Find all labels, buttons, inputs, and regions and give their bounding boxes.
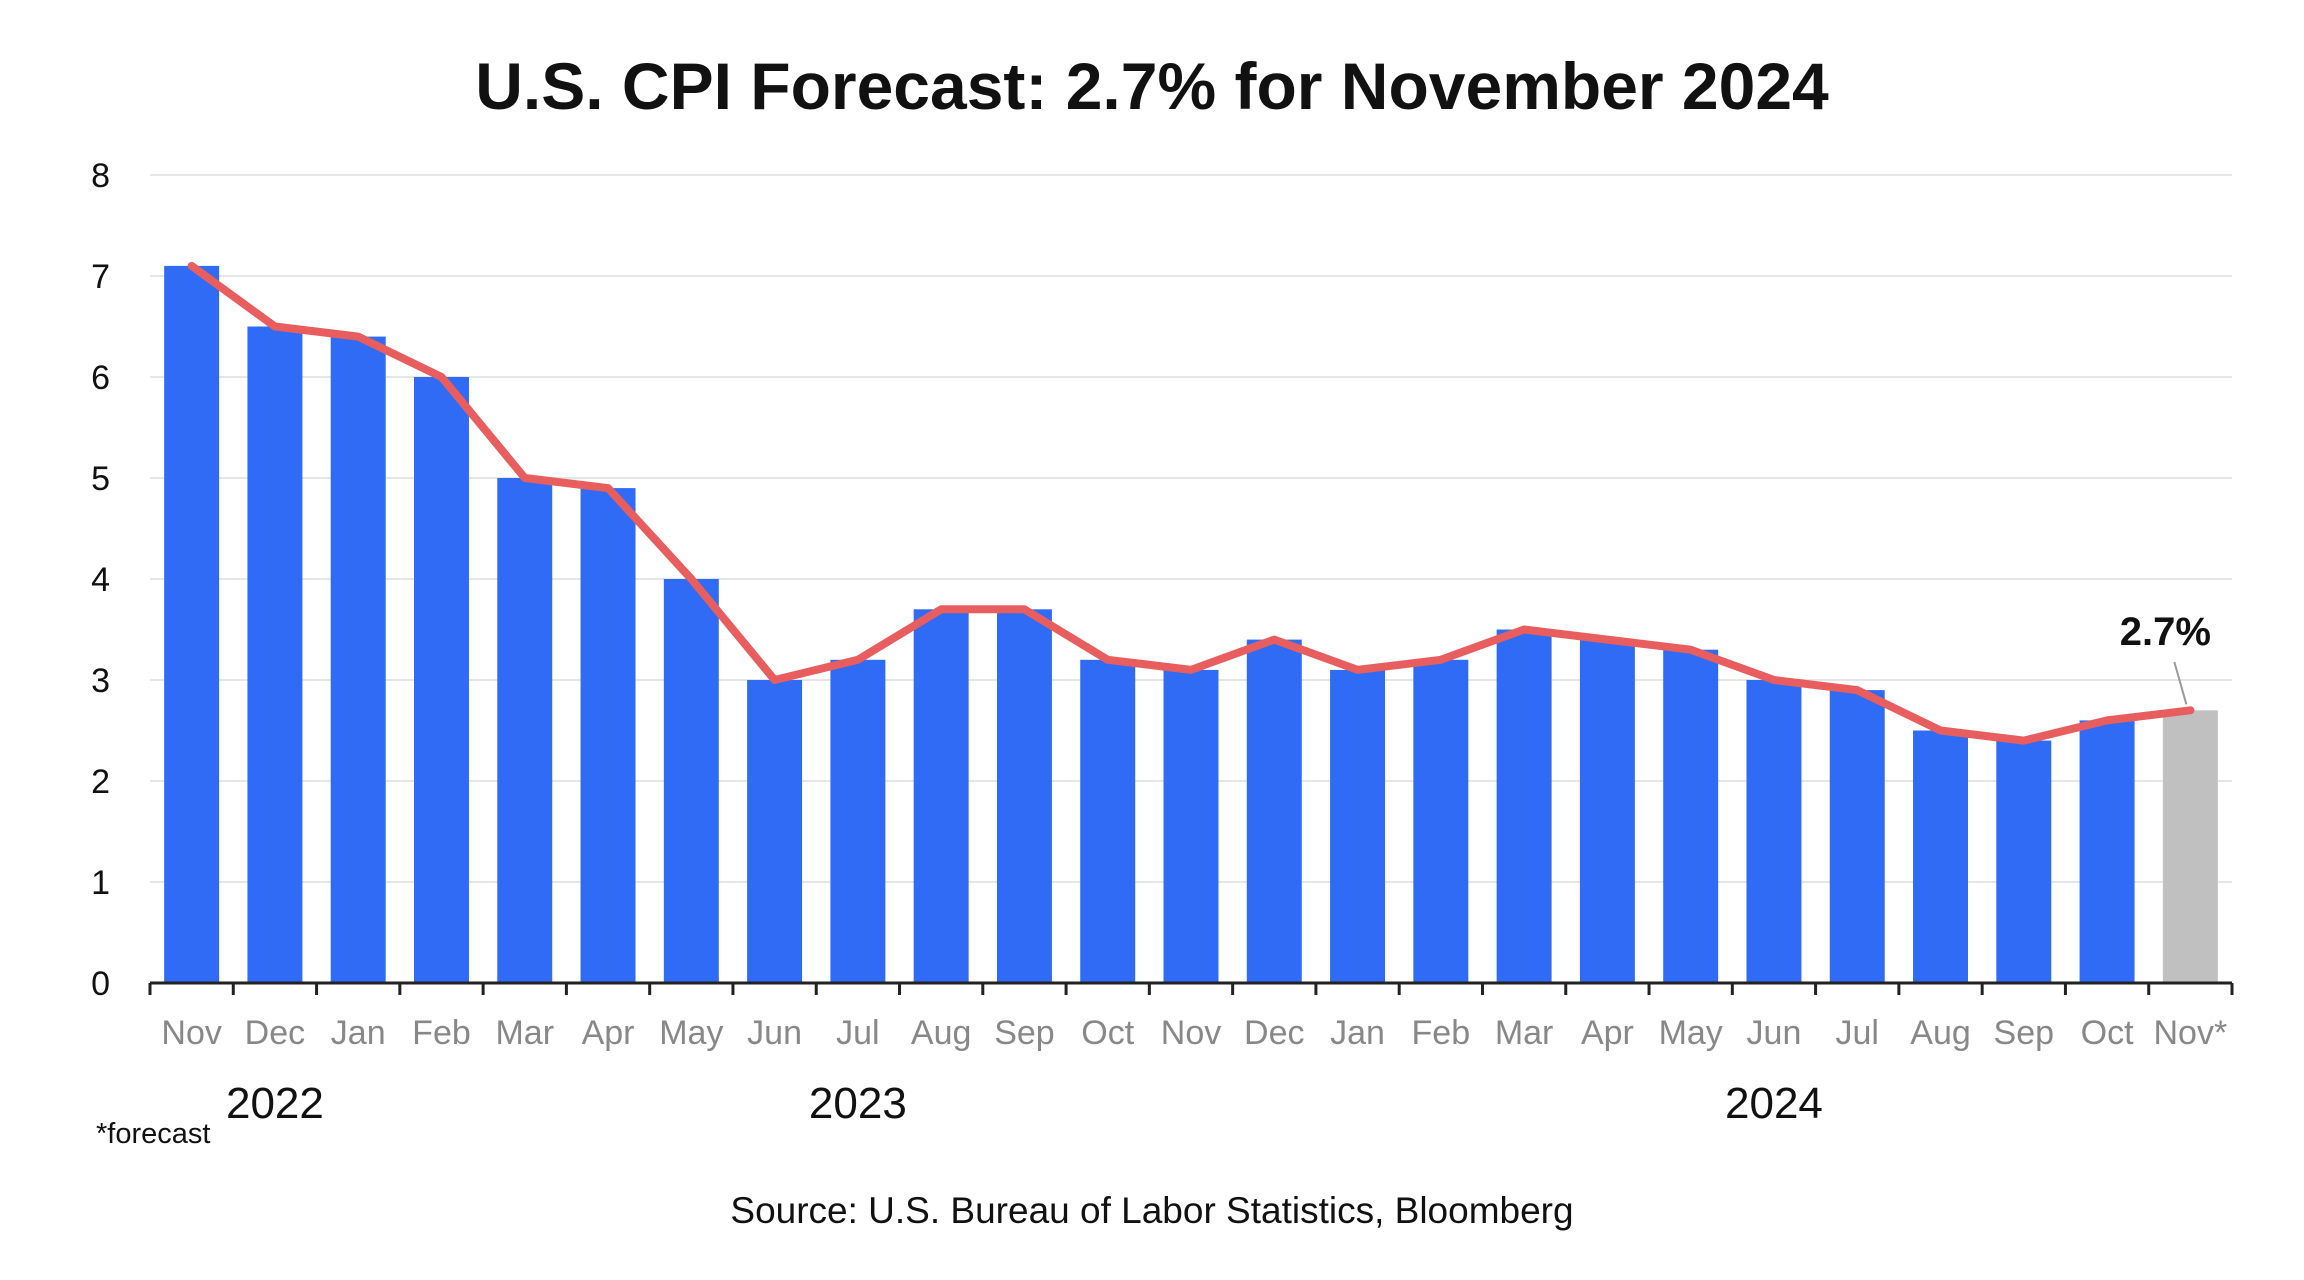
bar bbox=[996, 609, 1052, 983]
x-tick-label: Jul bbox=[1836, 1014, 1879, 1052]
y-tick-label: 1 bbox=[91, 864, 110, 902]
x-tick-label: May bbox=[1659, 1014, 1723, 1052]
bar bbox=[747, 680, 803, 983]
bar bbox=[1579, 639, 1635, 983]
bar bbox=[2079, 720, 2135, 983]
y-tick-label: 4 bbox=[91, 561, 110, 599]
x-tick-label: Nov bbox=[1161, 1014, 1221, 1052]
x-tick-label: Jul bbox=[836, 1014, 879, 1052]
x-tick-label: Oct bbox=[1081, 1014, 1134, 1052]
y-tick-label: 3 bbox=[91, 662, 110, 700]
bar bbox=[1913, 730, 1969, 983]
bar bbox=[580, 488, 636, 983]
y-tick-label: 8 bbox=[91, 157, 110, 195]
bar bbox=[247, 326, 303, 983]
year-label: 2023 bbox=[809, 1079, 907, 1128]
x-tick-label: Aug bbox=[1910, 1014, 1971, 1052]
bar bbox=[1330, 669, 1386, 983]
bar bbox=[497, 478, 553, 983]
x-tick-label: Sep bbox=[1994, 1014, 2055, 1052]
x-tick-label: Jan bbox=[331, 1014, 386, 1052]
x-tick-label: Feb bbox=[1412, 1014, 1471, 1052]
bar bbox=[830, 659, 886, 983]
x-tick-label: Feb bbox=[412, 1014, 471, 1052]
y-tick-label: 7 bbox=[91, 258, 110, 296]
x-tick-label: Dec bbox=[245, 1014, 305, 1052]
y-tick-label: 6 bbox=[91, 359, 110, 397]
annotation-leader bbox=[2173, 661, 2188, 705]
x-tick-label: Oct bbox=[2081, 1014, 2134, 1052]
bar bbox=[1413, 659, 1469, 983]
x-tick-label: Apr bbox=[1581, 1014, 1634, 1052]
x-tick-label: Nov bbox=[161, 1014, 221, 1052]
bar bbox=[1663, 649, 1719, 983]
bar bbox=[1246, 639, 1302, 983]
bar bbox=[1496, 629, 1552, 983]
y-tick-label: 5 bbox=[91, 460, 110, 498]
year-label: 2022 bbox=[226, 1079, 324, 1128]
bar bbox=[2162, 710, 2218, 983]
x-tick-label: Jan bbox=[1330, 1014, 1385, 1052]
source-note: Source: U.S. Bureau of Labor Statistics,… bbox=[730, 1190, 1574, 1231]
year-label: 2024 bbox=[1725, 1079, 1823, 1128]
x-tick-label: Apr bbox=[582, 1014, 635, 1052]
bar bbox=[164, 265, 220, 983]
bar bbox=[1080, 659, 1136, 983]
y-tick-label: 2 bbox=[91, 763, 110, 801]
x-tick-label: Jun bbox=[747, 1014, 802, 1052]
x-tick-label: Jun bbox=[1747, 1014, 1802, 1052]
x-tick-label: Sep bbox=[994, 1014, 1055, 1052]
bar bbox=[1163, 669, 1219, 983]
x-tick-label: Nov* bbox=[2154, 1014, 2228, 1052]
x-tick-label: May bbox=[659, 1014, 723, 1052]
x-tick-label: Mar bbox=[495, 1014, 554, 1052]
chart-title: U.S. CPI Forecast: 2.7% for November 202… bbox=[475, 49, 1829, 123]
cpi-trend-line bbox=[187, 261, 2195, 745]
bar bbox=[330, 336, 386, 984]
x-tick-label: Aug bbox=[911, 1014, 972, 1052]
bar bbox=[1746, 680, 1802, 983]
y-tick-label: 0 bbox=[91, 965, 110, 1003]
x-tick-label: Mar bbox=[1495, 1014, 1554, 1052]
bar bbox=[663, 579, 719, 983]
bar bbox=[1829, 690, 1885, 983]
bar bbox=[913, 609, 969, 983]
footnote: *forecast bbox=[96, 1118, 211, 1150]
bar bbox=[413, 377, 469, 983]
annotation-label: 2.7% bbox=[2120, 610, 2211, 654]
bar bbox=[1996, 740, 2052, 983]
x-tick-label: Dec bbox=[1244, 1014, 1304, 1052]
